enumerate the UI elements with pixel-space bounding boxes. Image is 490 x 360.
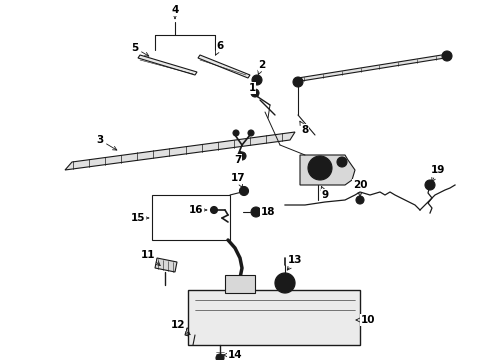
Text: 1: 1	[248, 83, 258, 97]
Text: 18: 18	[256, 207, 275, 217]
Text: 14: 14	[224, 350, 243, 360]
Text: 7: 7	[234, 152, 242, 165]
Text: 17: 17	[231, 173, 245, 188]
Bar	[225, 275, 255, 293]
Circle shape	[248, 130, 254, 136]
Circle shape	[251, 89, 259, 97]
Text: 2: 2	[258, 60, 266, 75]
Circle shape	[252, 75, 262, 85]
Text: 20: 20	[353, 180, 367, 196]
Text: 11: 11	[141, 250, 160, 266]
Text: 10: 10	[356, 315, 375, 325]
Bar	[188, 290, 360, 345]
Text: 9: 9	[321, 186, 329, 200]
Circle shape	[442, 51, 452, 61]
Text: 3: 3	[97, 135, 117, 150]
Polygon shape	[65, 132, 295, 170]
Text: 4: 4	[172, 5, 179, 18]
Polygon shape	[300, 155, 355, 185]
Circle shape	[280, 278, 290, 288]
Text: 19: 19	[431, 165, 445, 182]
Text: 5: 5	[131, 43, 149, 56]
Text: 15: 15	[131, 213, 148, 223]
Circle shape	[211, 207, 218, 213]
Circle shape	[238, 152, 246, 160]
Circle shape	[425, 180, 435, 190]
Circle shape	[314, 162, 326, 174]
Circle shape	[216, 354, 224, 360]
Bar	[152, 195, 230, 240]
Circle shape	[308, 156, 332, 180]
Circle shape	[233, 130, 239, 136]
Text: 8: 8	[300, 121, 309, 135]
Polygon shape	[295, 54, 448, 82]
Circle shape	[293, 77, 303, 87]
Polygon shape	[138, 55, 197, 75]
Circle shape	[254, 77, 260, 82]
Polygon shape	[198, 55, 250, 78]
Text: 6: 6	[216, 41, 223, 55]
Circle shape	[275, 273, 295, 293]
Circle shape	[251, 207, 261, 217]
Text: 12: 12	[171, 320, 190, 335]
Circle shape	[337, 157, 347, 167]
Polygon shape	[185, 328, 207, 340]
Circle shape	[356, 196, 364, 204]
Text: 16: 16	[189, 205, 207, 215]
Polygon shape	[155, 258, 177, 272]
Text: 13: 13	[287, 255, 302, 270]
Circle shape	[240, 186, 248, 195]
